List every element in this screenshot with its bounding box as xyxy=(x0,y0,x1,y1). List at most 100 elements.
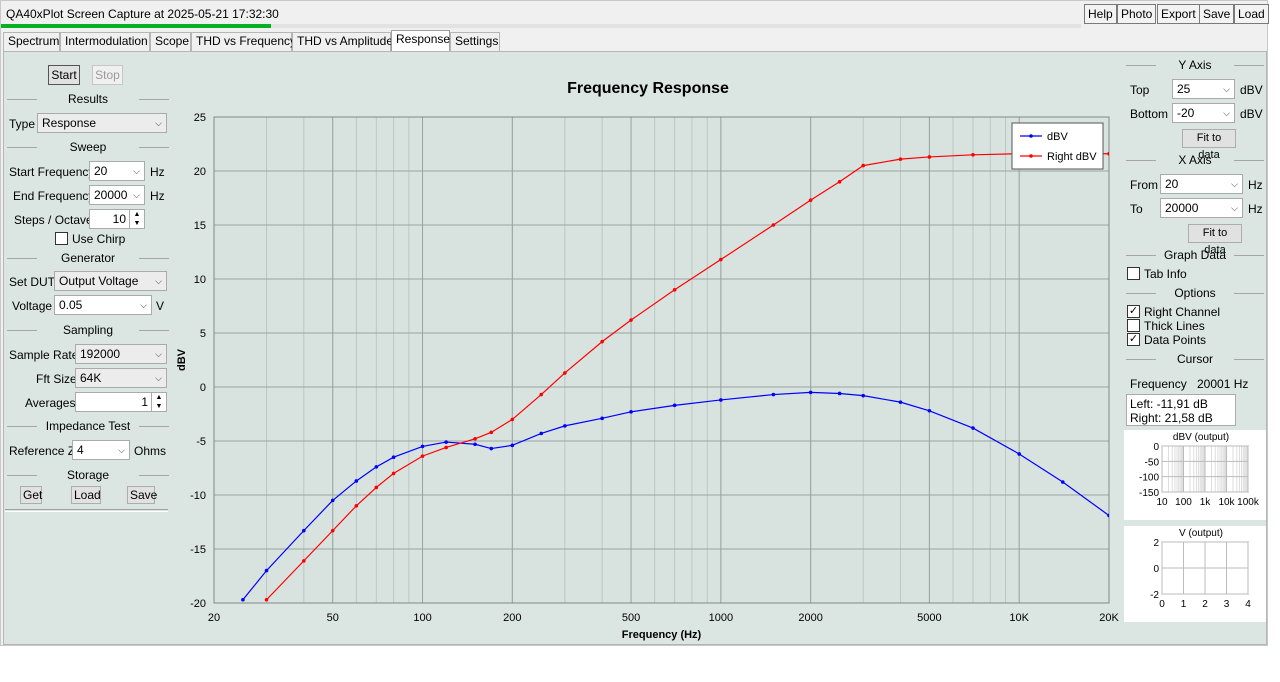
right-channel-checkbox[interactable]: ✓ xyxy=(1127,305,1140,318)
results-header: Results xyxy=(7,92,169,106)
legend-marker xyxy=(1029,154,1033,158)
averages-spinner[interactable]: 1 ▲ ▼ xyxy=(75,392,167,412)
impedance-test-header: Impedance Test xyxy=(7,419,169,433)
use-chirp-checkbox[interactable] xyxy=(55,232,68,245)
x-to-unit: Hz xyxy=(1248,202,1263,216)
tab-settings[interactable]: Settings xyxy=(450,32,500,51)
data-point xyxy=(473,437,477,441)
data-point xyxy=(808,198,813,202)
y-fit-to-data-button[interactable]: Fit to data xyxy=(1182,129,1236,161)
data-points-label: Data Points xyxy=(1144,333,1207,347)
photo-button[interactable]: Photo xyxy=(1117,4,1157,24)
generator-header: Generator xyxy=(7,251,169,265)
plot-background xyxy=(214,117,1109,603)
data-point xyxy=(510,417,515,422)
chevron-down-icon: ⌵ xyxy=(140,300,147,310)
data-point xyxy=(898,400,903,404)
sweep-header: Sweep xyxy=(7,140,169,154)
title-bar: QA40xPlot Screen Capture at 2025-05-21 1… xyxy=(1,1,1269,29)
data-point xyxy=(264,597,269,602)
v-output-minichart: V (output)0 1 2 3 420-2 xyxy=(1124,526,1266,622)
stop-button[interactable]: Stop xyxy=(92,65,123,85)
type-select[interactable]: Response ⌵ xyxy=(37,113,167,133)
start-frequency-select[interactable]: 20 ⌵ xyxy=(89,161,145,181)
x-to-select[interactable]: 20000 ⌵ xyxy=(1160,198,1243,218)
thick-lines-checkbox[interactable] xyxy=(1127,319,1140,332)
y-top-select[interactable]: 25 ⌵ xyxy=(1172,79,1235,99)
export-button[interactable]: Export xyxy=(1157,4,1200,24)
end-frequency-select[interactable]: 20000 ⌵ xyxy=(89,185,145,205)
x-fit-to-data-button[interactable]: Fit to data xyxy=(1188,224,1242,256)
progress-fill xyxy=(1,24,271,28)
minichart-x-tick: 1 xyxy=(1181,599,1187,610)
y-bottom-select[interactable]: -20 ⌵ xyxy=(1172,103,1235,123)
x-tick-label: 50 xyxy=(327,612,339,624)
sample-rate-value: 192000 xyxy=(80,347,121,361)
sample-rate-select[interactable]: 192000 ⌵ xyxy=(75,344,167,364)
legend-marker xyxy=(1029,134,1033,138)
minichart-title: V (output) xyxy=(1179,528,1223,539)
steps-octave-value: 10 xyxy=(112,212,126,226)
data-point xyxy=(771,392,776,397)
x-tick-label: 100 xyxy=(413,612,431,624)
minichart-x-tick: 2 xyxy=(1202,599,1208,610)
minichart-x-tick: 1k xyxy=(1200,497,1212,508)
y-tick-label: -20 xyxy=(190,598,206,610)
x-from-select[interactable]: 20 ⌵ xyxy=(1160,174,1243,194)
dbv-output-minichart: dBV (output) 10 100 1k 10k 100k 0 -50 -100 -150 xyxy=(1124,430,1266,520)
data-points-checkbox[interactable]: ✓ xyxy=(1127,333,1140,346)
get-button[interactable]: Get xyxy=(20,486,42,504)
end-frequency-label: End Frequency xyxy=(13,189,95,203)
minichart-y-tick: 0 xyxy=(1153,564,1159,575)
x-tick-label: 10K xyxy=(1009,612,1029,624)
help-button[interactable]: Help xyxy=(1084,4,1117,24)
series-line-0 xyxy=(242,391,1109,601)
data-point xyxy=(861,393,866,398)
start-button[interactable]: Start xyxy=(48,65,80,85)
data-point xyxy=(808,390,813,395)
reference-z-select[interactable]: 4 ⌵ xyxy=(72,440,130,460)
storage-load-button[interactable]: Load xyxy=(71,486,101,504)
type-value: Response xyxy=(42,116,97,130)
steps-octave-spinner[interactable]: 10 ▲ ▼ xyxy=(89,209,145,229)
reference-z-unit: Ohms xyxy=(134,444,167,458)
data-point xyxy=(837,180,842,184)
x-tick-label: 200 xyxy=(503,612,521,624)
x-tick-label: 5000 xyxy=(917,612,941,624)
tab-thd-vs-amplitude[interactable]: THD vs Amplitude xyxy=(292,32,393,51)
cursor-frequency-label: Frequency xyxy=(1130,377,1187,391)
tab-spectrum[interactable]: Spectrum xyxy=(3,32,60,51)
save-button[interactable]: Save xyxy=(1199,4,1235,24)
minichart-x-tick: 10k xyxy=(1218,497,1235,508)
tab-info-checkbox[interactable] xyxy=(1127,267,1140,280)
minichart-x-tick: 10 xyxy=(1156,497,1168,508)
spinner-arrows-icon[interactable]: ▲ ▼ xyxy=(151,393,166,411)
voltage-select[interactable]: 0.05 ⌵ xyxy=(54,295,152,315)
cursor-readout: Left: -11,91 dB Right: 21,58 dB xyxy=(1126,394,1236,426)
minichart-x-tick: 100 xyxy=(1175,497,1192,508)
tab-intermodulation[interactable]: Intermodulation xyxy=(60,32,150,51)
fft-size-select[interactable]: 64K ⌵ xyxy=(75,368,167,388)
minichart-y-tick: -150 xyxy=(1139,488,1159,499)
start-frequency-label: Start Frequency xyxy=(9,165,95,179)
data-point xyxy=(539,431,544,436)
y-tick-label: -15 xyxy=(190,544,206,556)
tab-thd-vs-frequency[interactable]: THD vs Frequency xyxy=(191,32,296,51)
legend-label: dBV xyxy=(1047,131,1068,143)
load-button[interactable]: Load xyxy=(1234,4,1269,24)
data-point xyxy=(489,430,494,435)
chevron-down-icon: ⌵ xyxy=(133,166,140,176)
data-point xyxy=(971,426,975,430)
data-point xyxy=(420,454,425,458)
minichart-y-tick: 2 xyxy=(1153,538,1159,549)
data-point xyxy=(600,339,604,344)
set-dut-select[interactable]: Output Voltage ⌵ xyxy=(54,271,167,291)
chevron-down-icon: ⌵ xyxy=(155,349,162,359)
storage-save-button[interactable]: Save xyxy=(127,486,157,504)
x-to-label: To xyxy=(1130,202,1143,216)
frequency-response-plot[interactable]: 20 50 100 200 500 1000 2000 5000 10K 20K-20-15-10… xyxy=(172,52,1124,646)
tab-response[interactable]: Response xyxy=(391,30,450,51)
tab-scope[interactable]: Scope xyxy=(150,32,191,51)
spinner-arrows-icon[interactable]: ▲ ▼ xyxy=(129,210,144,228)
storage-header: Storage xyxy=(7,468,169,482)
